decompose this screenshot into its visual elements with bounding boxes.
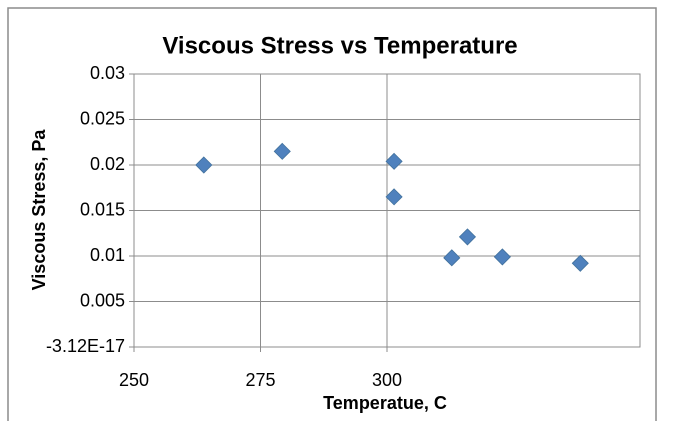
data-point [571,254,589,272]
y-tick-label: 0.01 [90,245,125,265]
plot-area-border [133,73,641,348]
data-point [195,156,213,174]
data-point [443,249,461,267]
y-tick-label: 0.02 [90,154,125,174]
y-tick-label: 0.005 [80,290,125,310]
y-tick-label: 0.025 [80,108,125,128]
y-tick-label: 0.03 [90,63,125,83]
data-point [385,152,403,170]
y-tick-label: -3.12E-17 [46,336,125,356]
data-point [493,248,511,266]
y-axis-title: Viscous Stress, Pa [29,129,49,291]
chart-title: Viscous Stress vs Temperature [162,32,517,59]
data-point [385,188,403,206]
data-point [458,228,477,246]
x-tick-label: 275 [245,370,275,390]
x-axis-title: Temperatue, C [323,393,447,413]
data-point [273,142,291,160]
y-tick-label: 0.015 [80,199,125,219]
x-tick-label: 250 [119,370,149,390]
x-tick-label: 300 [372,370,402,390]
chart-border [7,7,657,426]
